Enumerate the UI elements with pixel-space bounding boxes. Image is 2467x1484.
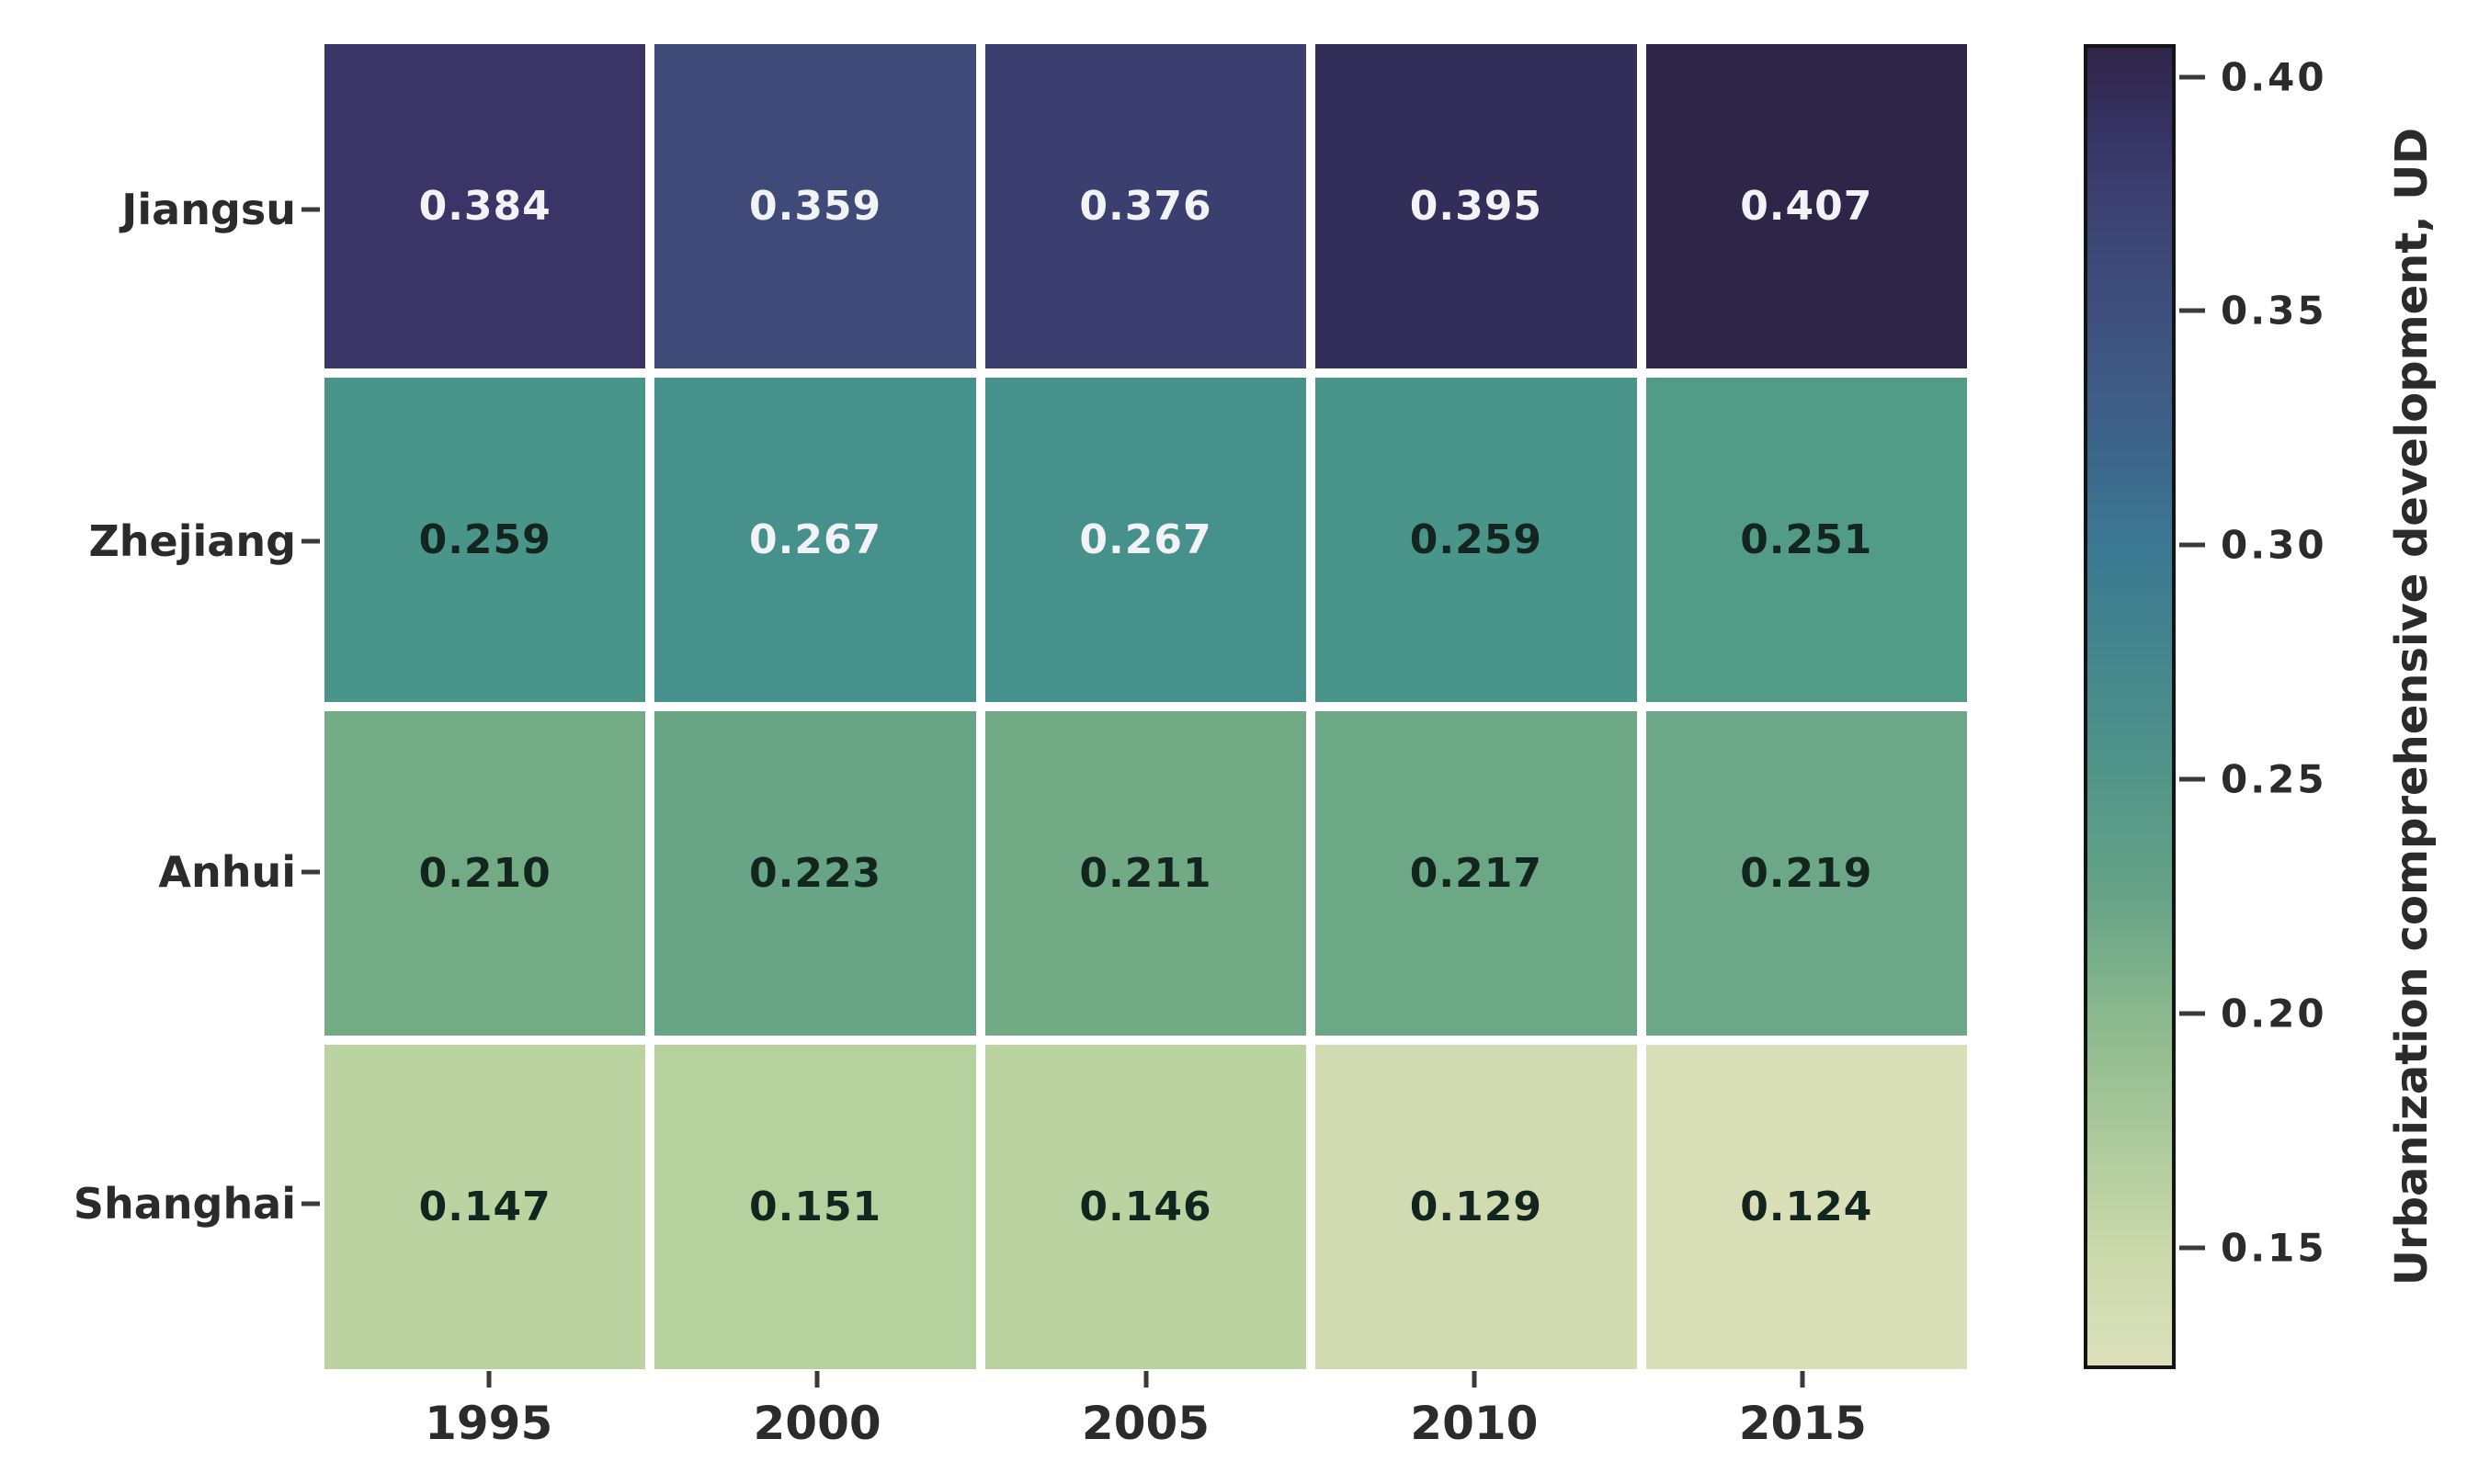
colorbar-tick-label: 0.40 [2221,54,2327,100]
heatmap-cell-Anhui-2010: 0.217 [1315,711,1637,1036]
colorbar-axis-title: Urbanization comprehensive development, … [2386,127,2438,1286]
heatmap-cell-Shanghai-2005: 0.146 [984,1045,1307,1369]
x-tick-mark [1143,1371,1148,1388]
row-label-Shanghai: Shanghai [73,1178,296,1229]
y-tick-mark [301,538,320,544]
colorbar-tick-mark [2179,1245,2205,1251]
colorbar-tick-label: 0.35 [2221,288,2327,334]
col-label-2005: 2005 [1081,1397,1211,1450]
colorbar-tick-mark [2179,776,2205,782]
heatmap-cell-Jiangsu-2010: 0.395 [1315,44,1637,368]
y-axis-labels: Jiangsu Zhejiang Anhui Shanghai [0,44,296,1369]
colorbar-tick-mark [2179,542,2205,548]
heatmap-cell-Anhui-2000: 0.223 [654,711,976,1036]
heatmap-cell-Anhui-2015: 0.219 [1645,711,1967,1036]
row-label-Anhui: Anhui [158,847,296,898]
colorbar-tick-mark [2179,1011,2205,1016]
y-tick-mark [301,207,320,212]
colorbar-tick-label: 0.25 [2221,756,2327,802]
colorbar-tick-label: 0.15 [2221,1225,2327,1271]
colorbar-gradient [2084,44,2176,1369]
x-tick-mark [1800,1371,1805,1388]
heatmap-cell-Zhejiang-2000: 0.267 [654,378,976,702]
heatmap-cell-Zhejiang-1995: 0.259 [324,378,646,702]
colorbar-tick-mark [2179,308,2205,313]
y-tick-mark [301,869,320,875]
heatmap-cell-Anhui-1995: 0.210 [324,711,646,1036]
col-label-2010: 2010 [1410,1397,1539,1450]
col-label-2000: 2000 [753,1397,881,1450]
x-tick-mark [814,1371,820,1388]
heatmap-cell-Jiangsu-2015: 0.407 [1645,44,1967,368]
heatmap-cell-Anhui-2005: 0.211 [984,711,1307,1036]
heatmap-cell-Jiangsu-2005: 0.376 [984,44,1307,368]
col-label-1995: 1995 [425,1397,553,1450]
heatmap-cell-Zhejiang-2005: 0.267 [984,378,1307,702]
y-tick-mark [301,1201,320,1206]
heatmap-cell-Shanghai-2015: 0.124 [1645,1045,1967,1369]
heatmap-cell-Shanghai-2010: 0.129 [1315,1045,1637,1369]
heatmap-cell-Jiangsu-2000: 0.359 [654,44,976,368]
colorbar-tick-label: 0.20 [2221,991,2327,1037]
heatmap-grid: 0.384 0.359 0.376 0.395 0.407 0.259 0.267 0.267… [324,44,1967,1369]
colorbar-tick-mark [2179,74,2205,80]
colorbar-tick-label: 0.30 [2221,522,2327,568]
col-label-2015: 2015 [1738,1397,1867,1450]
row-label-Jiangsu: Jiangsu [121,185,296,235]
heatmap-cell-Jiangsu-1995: 0.384 [324,44,646,368]
heatmap-cell-Shanghai-2000: 0.151 [654,1045,976,1369]
x-tick-mark [486,1371,492,1388]
heatmap-cell-Zhejiang-2010: 0.259 [1315,378,1637,702]
x-tick-mark [1472,1371,1477,1388]
row-label-Zhejiang: Zhejiang [88,515,296,566]
heatmap-cell-Zhejiang-2015: 0.251 [1645,378,1967,702]
heatmap-cell-Shanghai-1995: 0.147 [324,1045,646,1369]
